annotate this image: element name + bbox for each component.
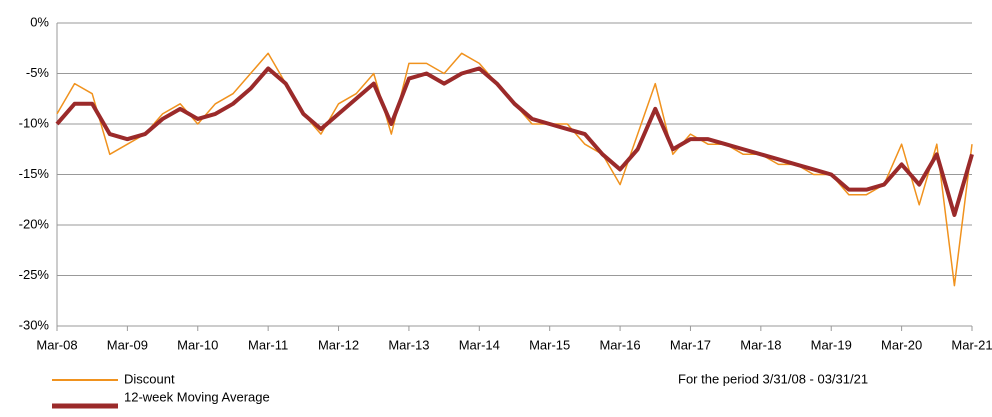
x-tick-label: Mar-16 xyxy=(599,337,640,352)
x-tick-label: Mar-09 xyxy=(107,337,148,352)
x-tick-label: Mar-15 xyxy=(529,337,570,352)
legend-label: 12-week Moving Average xyxy=(124,389,270,404)
y-tick-label: -15% xyxy=(19,166,50,181)
series-line xyxy=(56,52,973,287)
y-tick-label: 0% xyxy=(30,14,49,29)
annotation: For the period 3/31/08 - 03/31/21 xyxy=(678,371,868,386)
x-tick-label: Mar-08 xyxy=(36,337,77,352)
legend-label: Discount xyxy=(124,371,175,386)
y-tick-label: -20% xyxy=(19,216,50,231)
y-tick-label: -30% xyxy=(19,317,50,332)
x-tick-label: Mar-20 xyxy=(881,337,922,352)
y-tick-label: -25% xyxy=(19,267,50,282)
x-tick-label: Mar-17 xyxy=(670,337,711,352)
y-tick-label: -5% xyxy=(26,65,50,80)
x-tick-label: Mar-14 xyxy=(459,337,500,352)
x-tick-label: Mar-12 xyxy=(318,337,359,352)
x-tick-label: Mar-18 xyxy=(740,337,781,352)
x-tick-label: Mar-11 xyxy=(248,337,288,352)
x-tick-label: Mar-19 xyxy=(811,337,852,352)
x-tick-label: Mar-13 xyxy=(388,337,429,352)
x-tick-label: Mar-10 xyxy=(177,337,218,352)
series-line xyxy=(55,66,974,217)
y-tick-label: -10% xyxy=(19,115,50,130)
x-tick-label: Mar-21 xyxy=(951,337,992,352)
